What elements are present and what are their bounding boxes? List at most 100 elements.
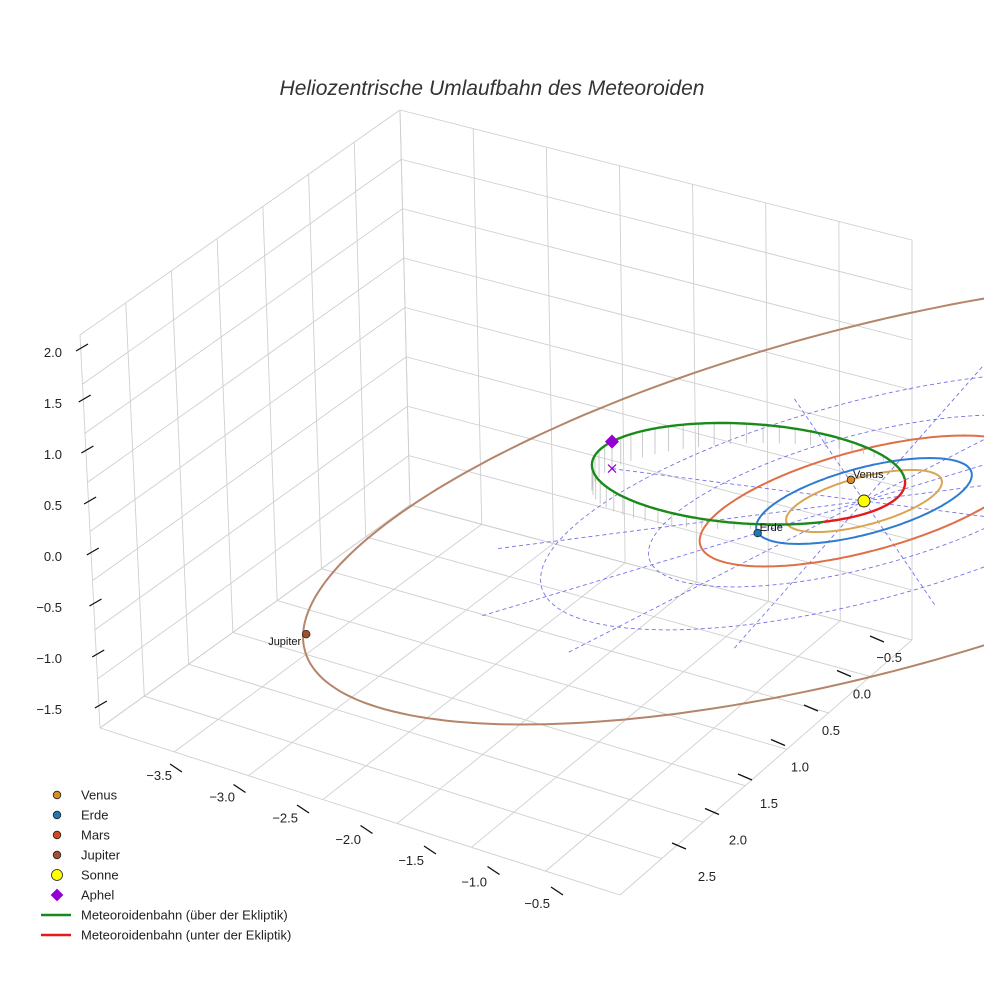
aphel-marker	[604, 434, 620, 449]
x-tick-mark	[550, 886, 564, 896]
y-tick-label: 2.0	[729, 833, 747, 848]
z-tick-mark	[94, 700, 108, 709]
tick-labels: 2.0 1.5 1.0 0.5 0.0 −0.5 −1.0 −1.5 −3.5 −3.0 −2.5 −…	[36, 345, 902, 911]
legend-marker	[52, 850, 62, 860]
y-tick-label: 1.0	[791, 760, 809, 775]
bodies: VenusErdeMaJupiter	[268, 434, 884, 648]
grid-line	[471, 601, 769, 848]
legend-label: Aphel	[81, 888, 114, 903]
grid-line	[396, 581, 698, 824]
grid-line	[545, 147, 554, 544]
x-tick-label: −0.5	[524, 896, 550, 911]
y-tick-label: −0.5	[876, 650, 902, 665]
z-tick-label: −1.0	[36, 651, 62, 666]
z-tick-label: −1.5	[36, 702, 62, 717]
legend-label: Meteoroidenbahn (über der Ekliptik)	[81, 908, 288, 923]
grid-line	[406, 356, 913, 491]
grid-line	[89, 307, 406, 532]
grid-line	[765, 202, 770, 602]
grid-line	[99, 727, 621, 896]
aphel-projection-marker	[607, 464, 617, 474]
y-tick-mark	[869, 635, 885, 643]
grid-line	[403, 257, 913, 391]
legend-label: Jupiter	[81, 848, 121, 863]
x-tick-label: −3.0	[209, 789, 235, 804]
grid-line	[82, 159, 402, 385]
ecliptic-spoke	[498, 484, 984, 549]
chart-title: Heliozentrische Umlaufbahn des Meteoroid…	[280, 77, 705, 100]
ecliptic-ring	[540, 376, 984, 631]
y-tick-label: 0.0	[853, 687, 871, 702]
grid-line	[144, 695, 662, 860]
z-tick-label: 0.0	[44, 549, 62, 564]
grid-line	[619, 639, 913, 896]
orbit-mars	[698, 434, 984, 568]
grid-line	[399, 109, 411, 506]
z-tick-mark	[75, 343, 89, 352]
y-tick-mark	[737, 773, 753, 781]
grid-line	[545, 620, 841, 872]
grid-line	[84, 208, 403, 434]
grid-line	[97, 455, 410, 680]
grid-line	[174, 523, 482, 753]
meteoroid-orbit-below	[823, 504, 886, 524]
z-tick-label: 0.5	[44, 498, 62, 513]
z-tick-label: 1.5	[44, 396, 62, 411]
grid-line	[692, 184, 698, 583]
x-tick-mark	[233, 783, 246, 794]
grid-line	[472, 128, 483, 525]
x-tick-mark	[360, 824, 373, 835]
x-tick-mark	[423, 845, 437, 855]
legend-label: Erde	[81, 808, 108, 823]
z-tick-mark	[81, 445, 94, 454]
y-tick-mark	[803, 704, 819, 712]
grid-line	[321, 568, 829, 714]
z-tick-label: 1.0	[44, 447, 62, 462]
axis-grid	[75, 109, 913, 896]
grid-line	[838, 221, 841, 621]
y-tick-label: 1.5	[760, 796, 778, 811]
y-tick-mark	[836, 669, 852, 678]
y-tick-mark	[704, 807, 720, 816]
grid-line	[277, 600, 787, 750]
z-tick-mark	[91, 649, 105, 658]
grid-line	[248, 543, 554, 777]
grid-line	[402, 208, 913, 341]
grid-line	[322, 562, 626, 800]
grid-line	[401, 158, 913, 291]
y-tick-mark	[671, 842, 687, 850]
x-tick-label: −2.0	[335, 832, 361, 847]
grid-line	[87, 257, 405, 483]
x-tick-mark	[169, 763, 183, 773]
legend: Venus Erde Mars Jupiter Sonne Aphel Meteoroide…	[41, 788, 291, 943]
planet-orbits	[301, 297, 984, 726]
grid-line	[408, 455, 913, 591]
grid-line	[409, 504, 913, 641]
x-tick-label: −2.5	[272, 811, 298, 826]
orbit-venus	[785, 468, 943, 534]
legend-marker	[52, 790, 62, 800]
x-tick-label: −1.0	[461, 875, 487, 890]
grid-line	[79, 109, 401, 336]
legend-label: Sonne	[81, 868, 119, 883]
meteoroid-orbit-below	[884, 479, 907, 507]
legend-marker	[52, 810, 62, 820]
y-tick-mark	[770, 738, 786, 747]
grid-line	[407, 405, 913, 541]
grid-line	[99, 504, 411, 729]
legend-label: Meteoroidenbahn (unter der Ekliptik)	[81, 928, 291, 943]
x-tick-label: −3.5	[146, 768, 172, 783]
planet-label: Jupiter	[268, 636, 301, 648]
grid-line	[618, 165, 626, 563]
legend-marker	[50, 888, 64, 902]
sun-marker	[857, 494, 871, 508]
grid-line	[399, 109, 913, 241]
y-tick-label: 0.5	[822, 723, 840, 738]
z-tick-mark	[83, 496, 97, 505]
grid-line	[188, 663, 704, 823]
legend-label: Venus	[81, 788, 118, 803]
planet-marker	[846, 475, 856, 485]
grid-line	[404, 307, 913, 441]
orbit-erde	[755, 456, 973, 546]
